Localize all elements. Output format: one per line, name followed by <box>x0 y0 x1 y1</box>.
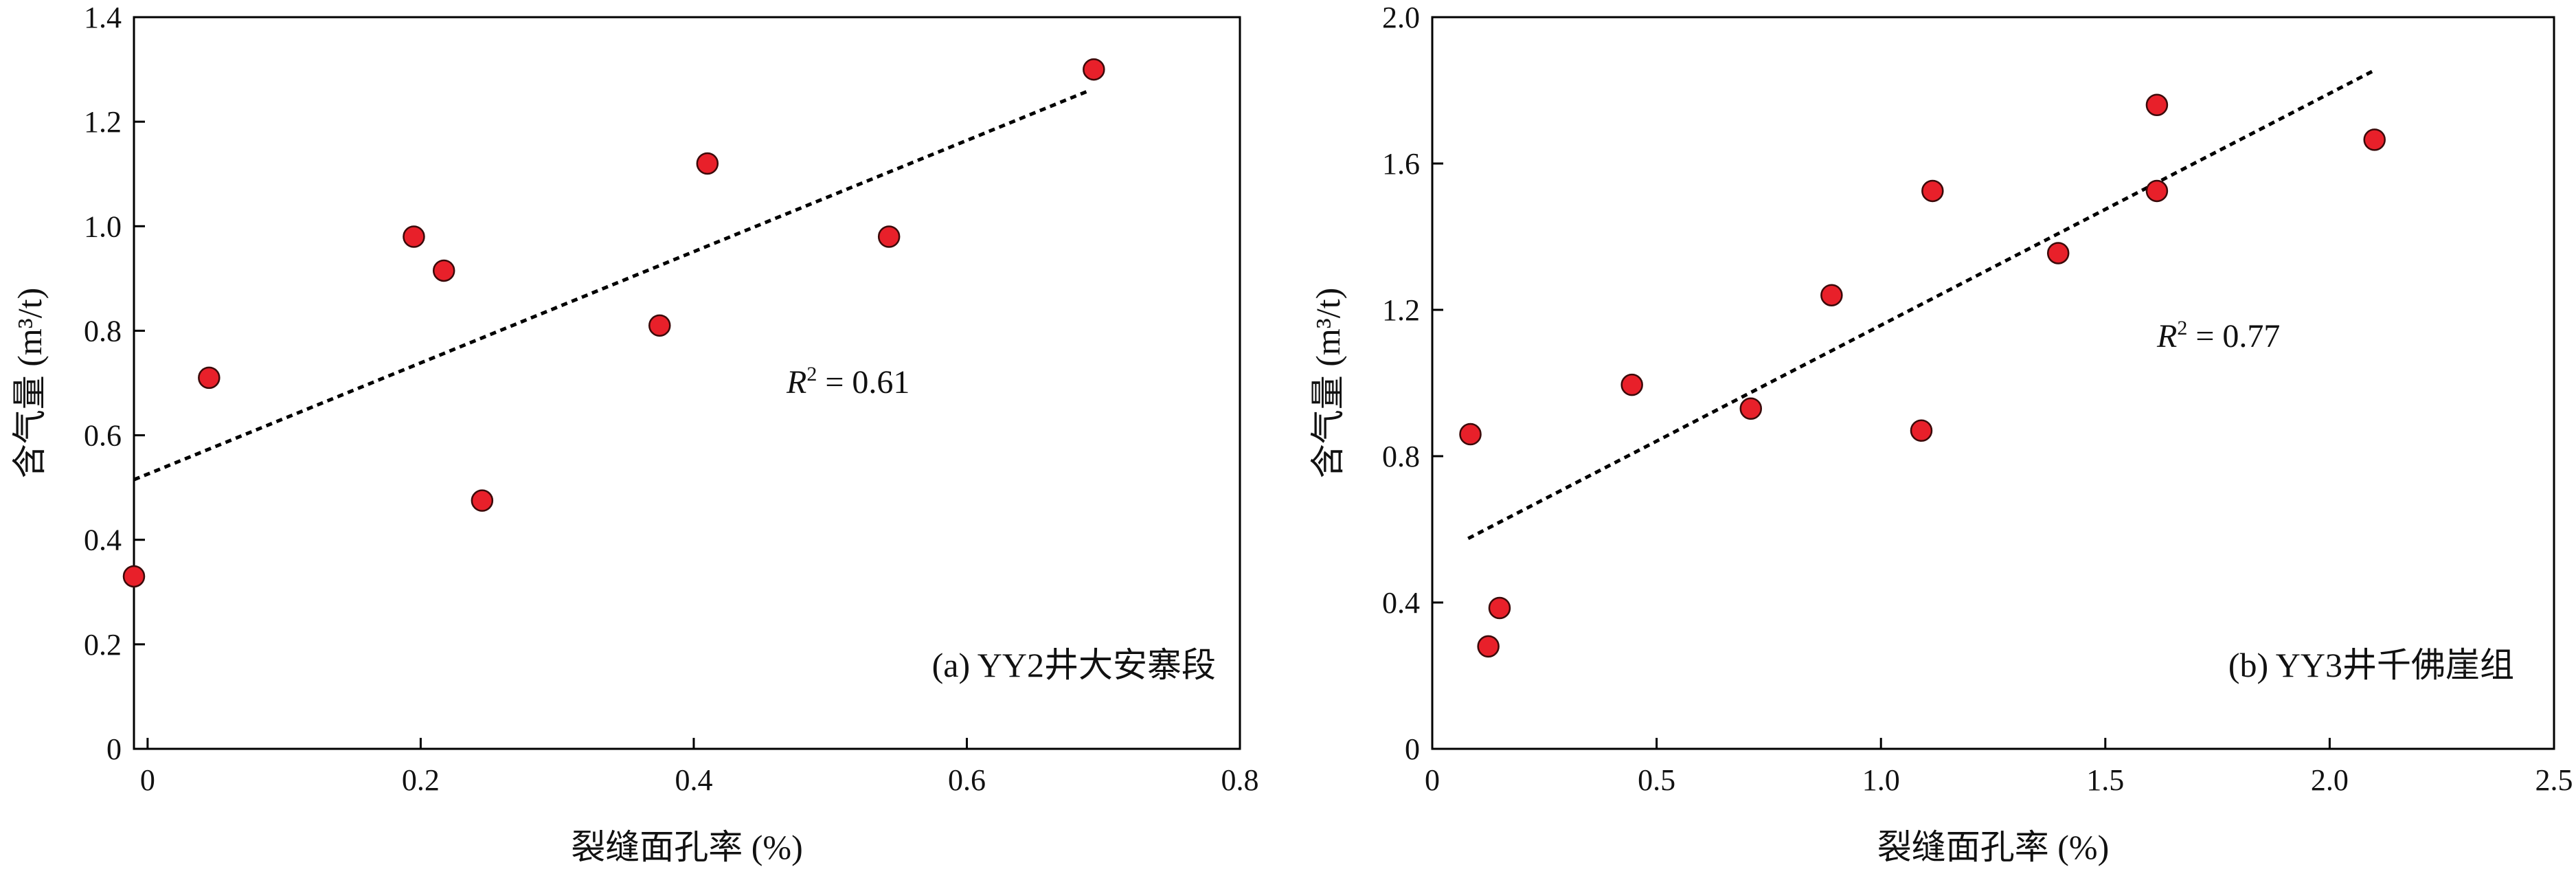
data-point <box>1488 596 1511 620</box>
plot-frame <box>133 16 1241 750</box>
panel-label: (a) YY2井大安寨段 <box>932 646 1216 684</box>
x-tick-label: 0.4 <box>675 763 712 797</box>
data-point <box>1477 635 1500 658</box>
data-point <box>2046 242 2070 264</box>
data-point <box>2145 93 2169 117</box>
x-tick-label: 0.5 <box>1638 763 1675 797</box>
data-point <box>432 259 455 282</box>
y-tick-label: 0.4 <box>1382 586 1420 620</box>
y-tick-label: 0.8 <box>84 314 122 348</box>
x-tick-label: 0.8 <box>1221 763 1259 797</box>
y-tick-label: 2.0 <box>1382 1 1420 34</box>
y-axis-label: 含气量 (m³/t) <box>1309 288 1347 478</box>
x-tick-label: 1.5 <box>2086 763 2124 797</box>
y-tick-label: 1.0 <box>84 210 122 243</box>
plot-frame <box>1431 16 2555 750</box>
data-point <box>2363 128 2386 151</box>
panel-label: (b) YY3井千佛崖组 <box>2228 646 2514 684</box>
x-tick-label: 1.0 <box>1862 763 1900 797</box>
data-point <box>471 489 494 512</box>
data-point <box>1620 373 1643 396</box>
y-tick-label: 1.2 <box>84 105 122 139</box>
x-tick-label: 0.6 <box>948 763 986 797</box>
trend-line <box>1467 68 2375 541</box>
y-tick-label: 0 <box>1405 732 1420 766</box>
data-point <box>648 314 671 337</box>
data-point <box>1083 58 1105 81</box>
y-tick-label: 0 <box>106 732 122 766</box>
x-axis-label: 裂缝面孔率 (%) <box>571 828 802 866</box>
x-tick-label: 2.5 <box>2535 763 2573 797</box>
data-point <box>1921 179 1944 203</box>
data-point <box>122 565 146 588</box>
y-tick-label: 0.8 <box>1382 440 1420 473</box>
data-point <box>1820 284 1843 306</box>
data-point <box>2145 179 2169 203</box>
data-point <box>877 225 901 248</box>
chart-panel-a: 0 0.2 0.4 0.6 0.8 0 0.2 0.4 0.6 0.8 1.0 1.2 1.4 裂缝面孔率… <box>10 1 1259 866</box>
y-tick-label: 0.4 <box>84 524 122 557</box>
x-tick-label: 0 <box>140 763 155 797</box>
data-point <box>1739 397 1763 420</box>
x-axis-label: 裂缝面孔率 (%) <box>1877 828 2109 866</box>
y-axis-label: 含气量 (m³/t) <box>10 288 49 478</box>
data-point <box>198 366 221 390</box>
r-squared-label: R2 = 0.77 <box>2156 317 2280 354</box>
data-point <box>1910 419 1933 442</box>
data-point <box>696 152 719 175</box>
y-tick-label: 1.2 <box>1382 293 1420 327</box>
trend-line <box>133 89 1091 482</box>
data-point <box>403 225 425 248</box>
r-squared-label: R2 = 0.61 <box>786 363 909 401</box>
x-tick-label: 0.2 <box>402 763 440 797</box>
y-tick-label: 1.4 <box>84 1 122 34</box>
x-tick-label: 0 <box>1425 763 1440 797</box>
x-tick-label: 2.0 <box>2311 763 2349 797</box>
y-tick-label: 0.6 <box>84 419 122 453</box>
chart-panel-b: 0 0.5 1.0 1.5 2.0 2.5 0 0.4 0.8 1.2 1.6 2.0 裂缝面孔率 (%… <box>1309 1 2573 866</box>
data-point <box>1459 423 1482 446</box>
y-tick-label: 1.6 <box>1382 147 1420 181</box>
y-tick-label: 0.2 <box>84 628 122 662</box>
